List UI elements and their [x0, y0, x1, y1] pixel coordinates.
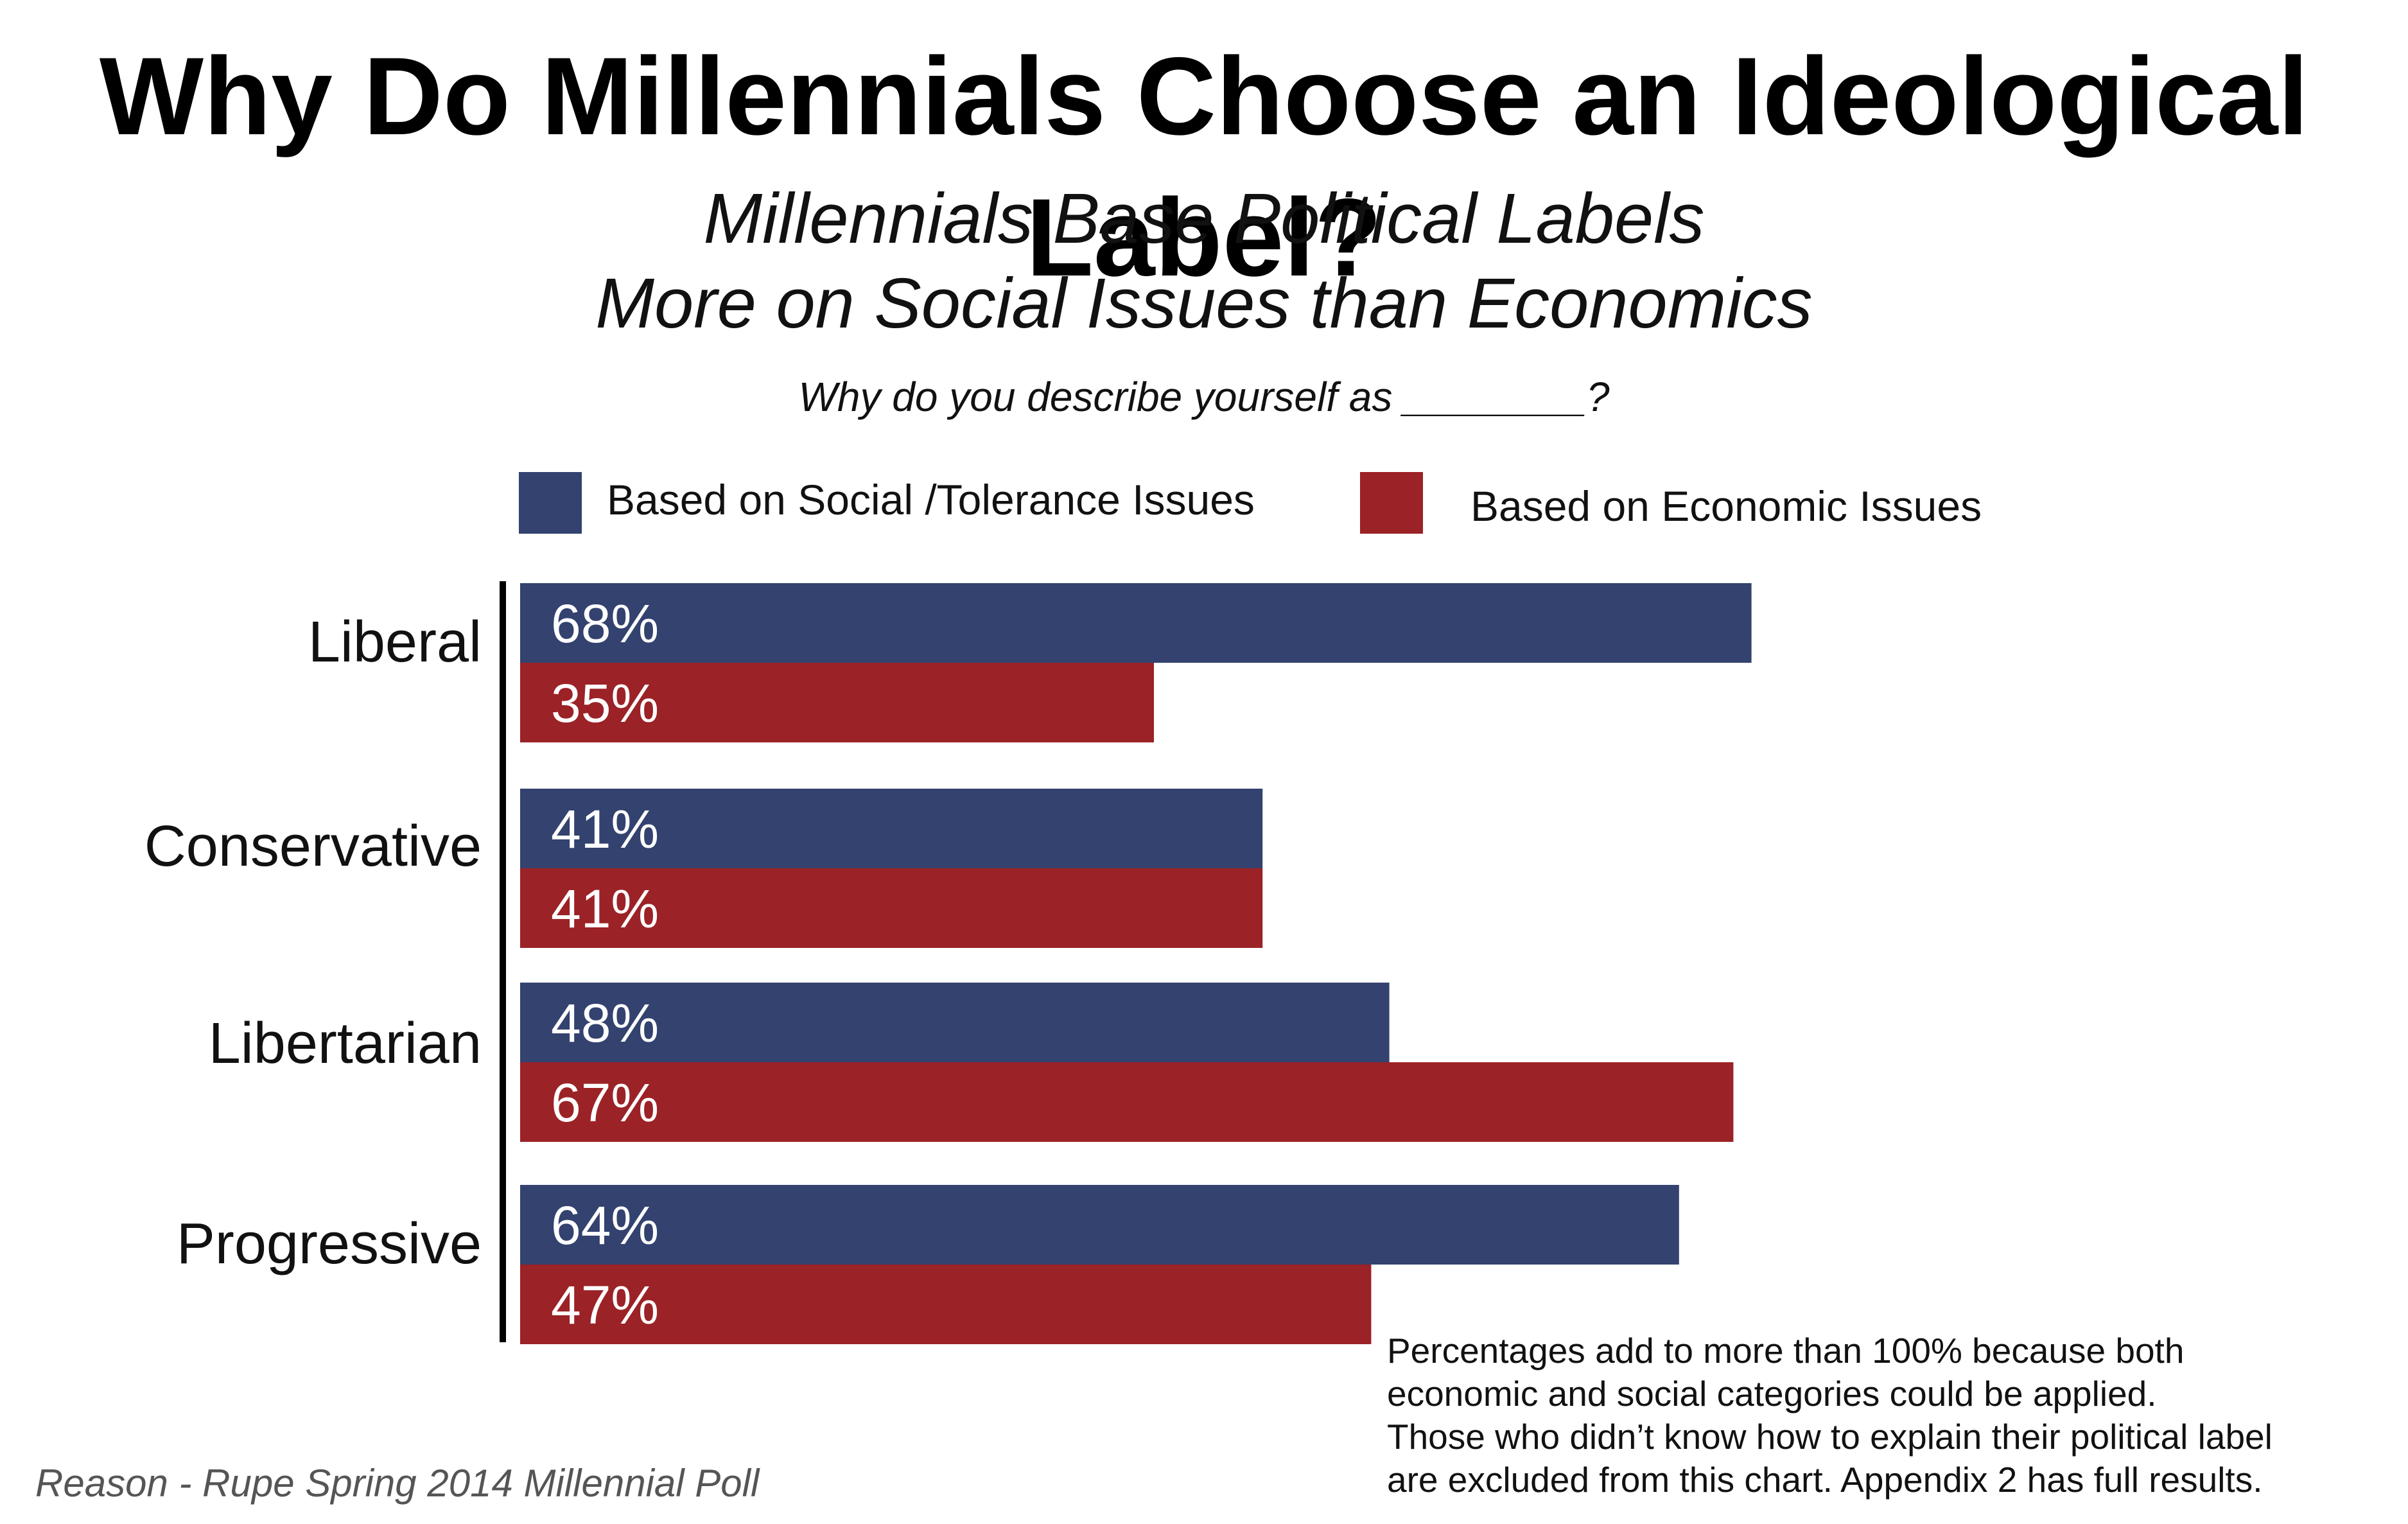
legend-label-social: Based on Social /Tolerance Issues: [607, 476, 1255, 523]
bar-label-liberal-social: 68%: [551, 593, 659, 654]
footnote-line-1: Percentages add to more than 100% becaus…: [1387, 1331, 2185, 1371]
subtitle-line-2: More on Social Issues than Economics: [595, 264, 1813, 343]
bar-liberal-social: [520, 583, 1752, 663]
legend-swatch-economic: [1360, 472, 1423, 534]
bar-conservative-social: [520, 789, 1263, 868]
bar-label-liberal-economic: 35%: [551, 673, 659, 733]
survey-question: Why do you describe yourself as ________…: [798, 374, 1610, 420]
category-label-libertarian: Libertarian: [208, 1012, 482, 1076]
bar-label-conservative-social: 41%: [551, 799, 659, 859]
source-note: Reason - Rupe Spring 2014 Millennial Pol…: [35, 1462, 760, 1505]
category-label-liberal: Liberal: [308, 610, 482, 674]
bar-label-progressive-social: 64%: [551, 1195, 659, 1256]
footnote-line-4: are excluded from this chart. Appendix 2…: [1387, 1460, 2263, 1500]
legend-label-economic: Based on Economic Issues: [1470, 482, 1982, 530]
footnote-line-2: economic and social categories could be …: [1387, 1374, 2157, 1414]
bar-libertarian-social: [520, 983, 1390, 1062]
bar-label-libertarian-social: 48%: [551, 993, 659, 1053]
footnote-line-3: Those who didn’t know how to explain the…: [1387, 1417, 2273, 1457]
bar-label-progressive-economic: 47%: [551, 1275, 659, 1335]
category-label-progressive: Progressive: [176, 1212, 482, 1276]
chart-subtitle: Millennials Base Political Labels More o…: [449, 177, 1959, 346]
bar-label-conservative-economic: 41%: [551, 879, 659, 939]
bar-conservative-economic: [520, 868, 1263, 948]
chart-title: Why Do Millennials Choose an Ideological…: [99, 35, 2309, 299]
bar-label-libertarian-economic: 67%: [551, 1073, 659, 1133]
bar-progressive-economic: [520, 1265, 1372, 1344]
legend-swatch-social: [519, 472, 582, 534]
bar-liberal-economic: [520, 663, 1154, 742]
bar-progressive-social: [520, 1185, 1679, 1265]
bar-libertarian-economic: [520, 1062, 1734, 1142]
category-label-conservative: Conservative: [144, 814, 482, 879]
category-axis-line: [500, 581, 506, 1342]
footnote: Percentages add to more than 100% becaus…: [1387, 1329, 2389, 1502]
subtitle-line-1: Millennials Base Political Labels: [703, 179, 1705, 258]
